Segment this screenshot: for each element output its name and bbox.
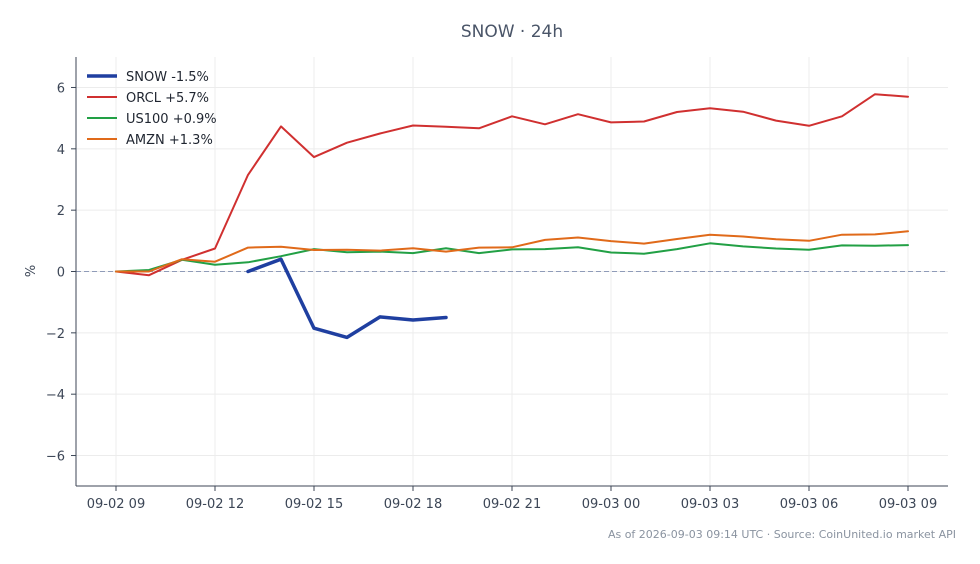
legend: SNOW -1.5% ORCL +5.7% US100 +0.9% AMZN +1.3… [87,70,217,148]
x-tick-label: 09-02 15 [285,497,343,512]
x-tick-label: 09-02 21 [483,497,541,512]
y-tick-label: −6 [46,450,65,465]
y-tick-label: 6 [57,81,65,96]
y-ticks: −6 −4 −2 0 2 4 6 [46,81,76,465]
x-tick-label: 09-03 09 [879,497,937,512]
series-line-snow [246,257,448,340]
series-line-orcl [115,93,909,277]
x-tick-label: 09-03 03 [681,497,739,512]
legend-label-snow: SNOW -1.5% [126,70,209,85]
y-tick-label: −4 [46,388,65,403]
footer-source: As of 2026-09-03 09:14 UTC · Source: Coi… [608,528,956,541]
x-tick-label: 09-02 09 [87,497,145,512]
y-tick-label: −2 [46,327,65,342]
series-line-amzn [115,230,909,273]
series-line-us100 [115,242,909,273]
series-lines [115,93,909,340]
x-tick-label: 09-03 00 [582,497,640,512]
legend-label-orcl: ORCL +5.7% [126,91,209,106]
chart-title: SNOW · 24h [461,22,563,42]
x-tick-label: 09-02 12 [186,497,244,512]
legend-label-us100: US100 +0.9% [126,112,217,127]
x-ticks: 09-02 09 09-02 12 09-02 15 09-02 18 09-02 21… [87,486,937,512]
y-tick-label: 4 [57,143,65,158]
y-tick-label: 0 [57,266,65,281]
y-tick-label: 2 [57,204,65,219]
x-tick-label: 09-02 18 [384,497,442,512]
legend-label-amzn: AMZN +1.3% [126,133,213,148]
y-axis-label: % [24,265,39,277]
x-tick-label: 09-03 06 [780,497,838,512]
